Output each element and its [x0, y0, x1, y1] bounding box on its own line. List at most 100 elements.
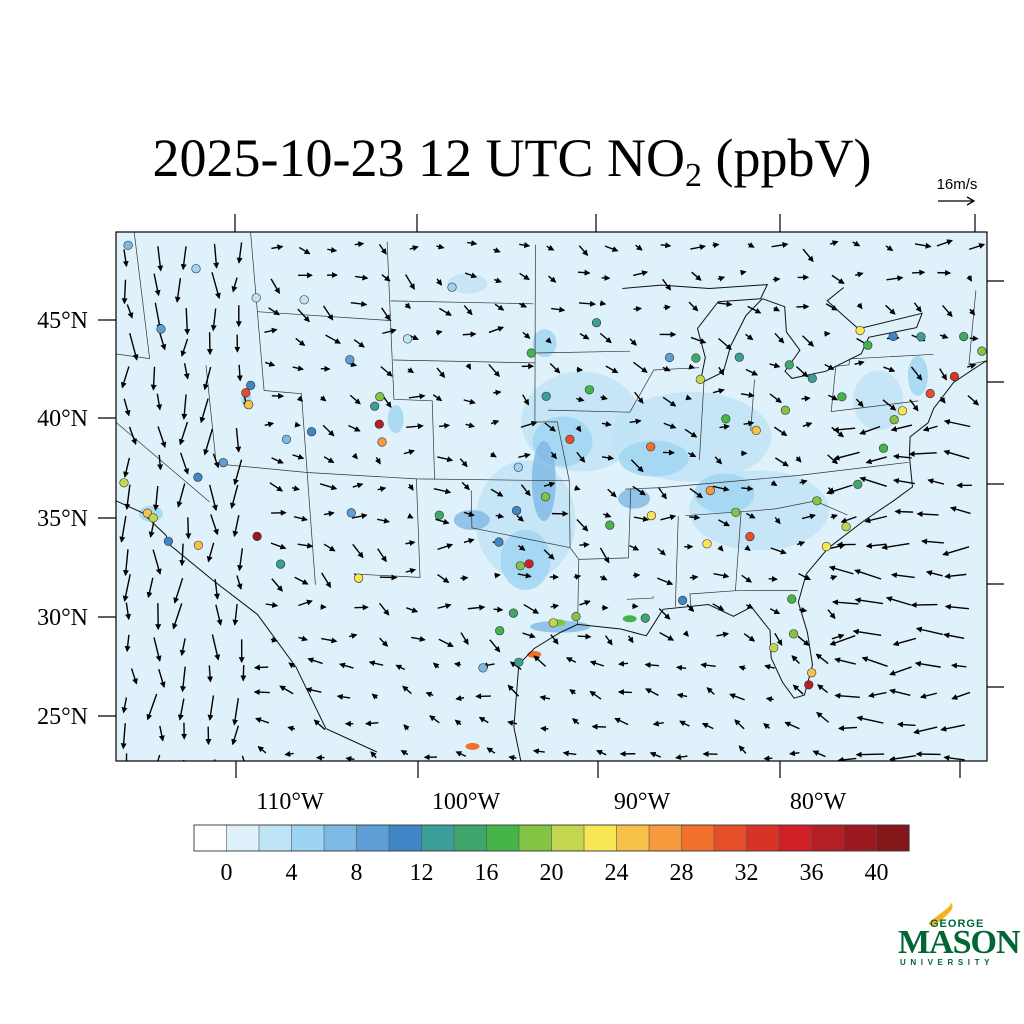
wind-vector [912, 269, 926, 276]
station-marker [354, 573, 364, 583]
wind-vector [831, 274, 845, 284]
wind-vector [124, 634, 131, 653]
wind-vector [432, 394, 443, 402]
wind-vector [236, 575, 243, 590]
wind-vector [210, 514, 219, 536]
colorbar-tick-label: 40 [865, 860, 889, 886]
wind-vector [213, 243, 220, 269]
colorbar-swatch [648, 824, 683, 852]
wind-vector [774, 457, 789, 467]
wind-vector [406, 423, 424, 430]
wind-vector [174, 278, 182, 303]
wind-vector-reference: 16m/s [922, 176, 992, 214]
wind-vector [339, 662, 354, 669]
colorbar-tick-label: 28 [670, 860, 694, 886]
wind-vector [745, 333, 754, 341]
wind-vector [270, 278, 281, 294]
wind-vector [253, 689, 270, 696]
wind-vector [126, 304, 134, 319]
wind-vector [546, 244, 555, 251]
wind-vector [129, 333, 139, 361]
wind-vector [769, 608, 781, 615]
wind-vector [629, 338, 637, 346]
wind-vector [543, 481, 556, 488]
wind-vector [172, 603, 183, 630]
station-marker [812, 496, 822, 506]
wind-vector [579, 333, 590, 340]
wind-vector [253, 664, 269, 671]
wind-vector [203, 366, 212, 391]
wind-vector [490, 488, 504, 497]
wind-vector [322, 424, 335, 437]
wind-vector [910, 601, 938, 608]
wind-vector [122, 549, 129, 577]
wind-vector [551, 306, 566, 313]
wind-vector [207, 665, 214, 683]
wind-vector [269, 482, 284, 492]
station-marker [370, 401, 380, 411]
wind-vector [796, 540, 806, 547]
station-marker [863, 340, 873, 350]
wind-vector [345, 755, 355, 761]
station-marker [526, 348, 536, 358]
wind-vector [716, 631, 730, 638]
station-marker [299, 295, 309, 305]
station-marker [821, 541, 832, 552]
wind-vector [488, 363, 500, 378]
wind-vector [287, 725, 296, 732]
station-marker [193, 540, 203, 550]
wind-vector [540, 725, 549, 732]
station-marker [780, 405, 791, 415]
station-marker [191, 264, 201, 274]
wind-vector [652, 720, 664, 727]
wind-vector [409, 245, 419, 252]
wind-vector [675, 754, 688, 761]
wind-vector [375, 456, 381, 465]
logo-george-wordmark: GEORGE [930, 918, 985, 930]
wind-vector [438, 638, 454, 648]
wind-vector [629, 544, 640, 551]
wind-vector [859, 425, 881, 435]
wind-vector [799, 607, 808, 613]
station-marker [148, 513, 158, 523]
wind-vector [939, 333, 949, 339]
wind-vector [572, 718, 580, 725]
wind-vector [573, 574, 582, 580]
wind-vector [688, 363, 696, 370]
wind-vector [679, 720, 690, 727]
wind-vector [293, 515, 308, 522]
station-marker [855, 325, 865, 336]
wind-vector [158, 725, 165, 742]
wind-vector [769, 393, 782, 404]
title-unit: (ppbV) [702, 128, 872, 188]
wind-vector [663, 422, 677, 429]
colorbar-swatch [421, 824, 455, 852]
station-marker [1004, 320, 1013, 329]
wind-vector [599, 574, 608, 581]
colorbar-swatch [323, 824, 358, 852]
wind-vector [157, 754, 161, 761]
wind-vector [630, 459, 644, 473]
station-marker [977, 346, 987, 356]
wind-vector [967, 395, 980, 406]
wind-vector [791, 655, 800, 664]
wind-vector [539, 694, 551, 701]
station-marker [769, 643, 779, 653]
wind-vector [578, 300, 596, 307]
station-marker [916, 332, 926, 342]
wind-vector [517, 572, 532, 579]
wind-vector [717, 275, 726, 282]
wind-vector [579, 600, 591, 606]
wind-vector [299, 246, 311, 255]
wind-vector [827, 454, 838, 465]
wind-vector [371, 693, 379, 700]
wind-vector [459, 458, 468, 468]
wind-vector [854, 271, 864, 278]
colorbar-swatch [453, 824, 488, 852]
station-marker [524, 559, 534, 569]
wind-vector [352, 482, 364, 489]
wind-vector [550, 451, 557, 460]
wind-vector [830, 574, 838, 581]
wind-vector [914, 660, 941, 668]
colorbar-swatch [518, 824, 553, 852]
